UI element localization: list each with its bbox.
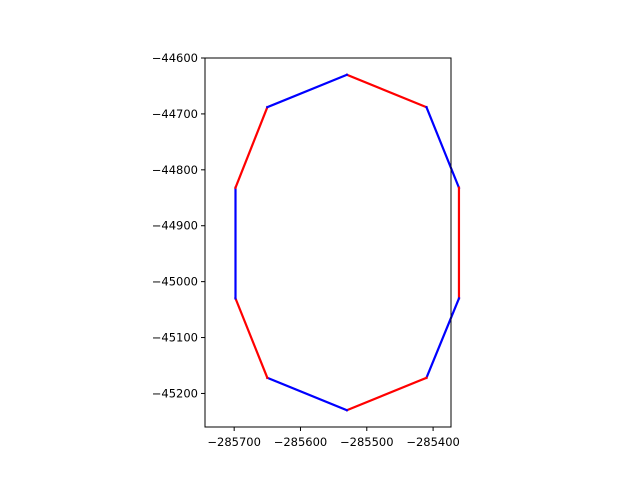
series-segment-red-6 bbox=[234, 296, 269, 380]
y-tick-label-2: −44800 bbox=[152, 163, 198, 177]
x-tick-label-2: −285500 bbox=[340, 435, 394, 449]
series-segment-blue-9 bbox=[265, 73, 349, 109]
series-segment-red-4 bbox=[345, 376, 428, 412]
series-segment-blue-5 bbox=[265, 376, 349, 412]
x-tick-label-1: −285600 bbox=[274, 435, 328, 449]
y-tick-label-6: −45200 bbox=[152, 386, 198, 400]
axes-frame bbox=[204, 57, 452, 428]
x-tick-label-3: −285400 bbox=[406, 435, 460, 449]
series-segment-red-0 bbox=[345, 73, 428, 109]
y-tick-label-0: −44600 bbox=[152, 51, 198, 65]
x-tick-label-0: −285700 bbox=[207, 435, 261, 449]
ticks-layer: −285700 −285600 −285500 −285400 −44600 −44700… bbox=[152, 51, 460, 449]
series-segment-blue-3 bbox=[425, 296, 461, 380]
series-segment-red-8 bbox=[234, 105, 269, 190]
y-tick-label-1: −44700 bbox=[152, 107, 198, 121]
series-segment-blue-1 bbox=[425, 105, 461, 190]
y-tick-label-3: −44900 bbox=[152, 219, 198, 233]
y-tick-label-5: −45100 bbox=[152, 331, 198, 345]
y-tick-label-4: −45000 bbox=[152, 275, 198, 289]
series-layer bbox=[234, 73, 461, 412]
